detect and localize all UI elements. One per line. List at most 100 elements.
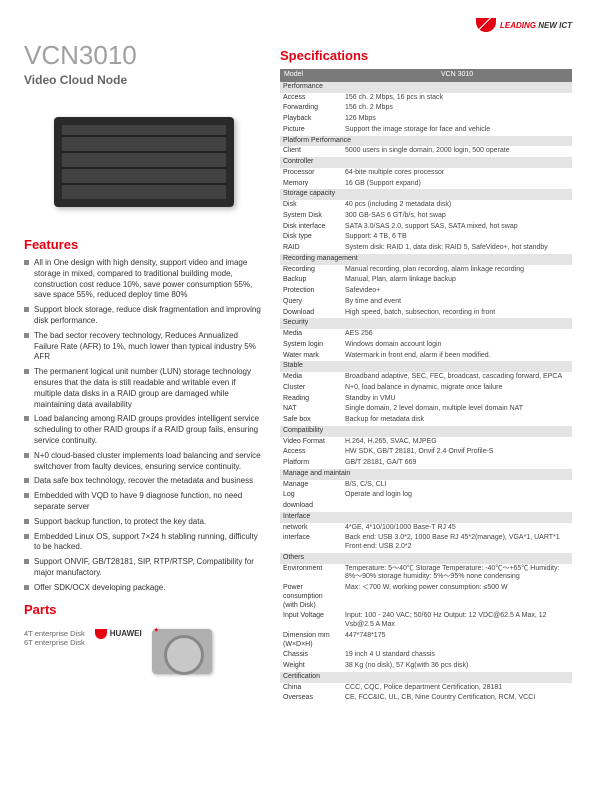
spec-section-row: Compatibility — [280, 426, 572, 437]
spec-key: Chassis — [280, 650, 342, 661]
spec-value: 156 ch. 2 Mbps, 16 pcs in stack — [342, 93, 572, 104]
spec-row: Access156 ch. 2 Mbps, 16 pcs in stack — [280, 93, 572, 104]
spec-value: SATA 3.0/SAS 2.0, support SAS, SATA mixe… — [342, 222, 572, 233]
spec-row: PictureSupport the image storage for fac… — [280, 125, 572, 136]
spec-row: Memory16 GB (Support expand) — [280, 179, 572, 190]
spec-header-value: VCN 3010 — [342, 69, 572, 82]
spec-row: Water markWatermark in front end, alarm … — [280, 351, 572, 362]
spec-value: Support the image storage for face and v… — [342, 125, 572, 136]
spec-key: Log — [280, 490, 342, 501]
spec-value: Manual recording, plan recording, alarm … — [342, 265, 572, 276]
spec-value: 447*748*175 — [342, 631, 572, 651]
spec-key: Forwarding — [280, 103, 342, 114]
spec-value: Standby in VMU — [342, 394, 572, 405]
parts-disk1: 4T enterprise Disk — [24, 629, 85, 639]
spec-value: Temperature: 5～40℃ Storage Temperature: … — [342, 564, 572, 584]
product-image — [54, 117, 234, 207]
spec-key: Overseas — [280, 693, 342, 704]
spec-value: Single domain, 2 level domain, multiple … — [342, 404, 572, 415]
spec-value: AES 256 — [342, 329, 572, 340]
spec-key: Playback — [280, 114, 342, 125]
spec-row: System loginWindows domain account login — [280, 340, 572, 351]
spec-row: MediaAES 256 — [280, 329, 572, 340]
spec-row: Disk interfaceSATA 3.0/SAS 2.0, support … — [280, 222, 572, 233]
spec-value: Max: ＜700 W, working power consumption: … — [342, 583, 572, 611]
spec-value: GB/T 28181, GA/T 669 — [342, 458, 572, 469]
spec-key: Disk interface — [280, 222, 342, 233]
right-column: Specifications Model VCN 3010 Performanc… — [280, 40, 572, 704]
spec-value: H.264, H.265, SVAC, MJPEG — [342, 437, 572, 448]
features-heading: Features — [24, 237, 264, 252]
huawei-petal-icon — [95, 629, 107, 639]
feature-item: Embedded with VQD to have 9 diagnose fun… — [24, 491, 264, 513]
spec-row: ClusterN+0, load balance in dynamic, mig… — [280, 383, 572, 394]
spec-key: Manage — [280, 480, 342, 491]
spec-value: 40 pcs (including 2 metadata disk) — [342, 200, 572, 211]
spec-key: network — [280, 523, 342, 534]
spec-section-row: Stable — [280, 361, 572, 372]
spec-row: Processor64-bite multiple cores processo… — [280, 168, 572, 179]
spec-section-row: Others — [280, 553, 572, 564]
spec-row: Safe boxBackup for metadata disk — [280, 415, 572, 426]
spec-value: CCC, CQC, Police department Certificatio… — [342, 683, 572, 694]
spec-row: Client5000 users in single domain, 2000 … — [280, 146, 572, 157]
spec-key: Picture — [280, 125, 342, 136]
spec-row: EnvironmentTemperature: 5～40℃ Storage Te… — [280, 564, 572, 584]
spec-row: ChinaCCC, CQC, Police department Certifi… — [280, 683, 572, 694]
spec-row: AccessHW SDK, GB/T 28181, Onvif 2.4 Onvi… — [280, 447, 572, 458]
spec-row: BackupManual, Plan, alarm linkage backup — [280, 275, 572, 286]
spec-row: NATSingle domain, 2 level domain, multip… — [280, 404, 572, 415]
spec-key: Query — [280, 297, 342, 308]
spec-key: Memory — [280, 179, 342, 190]
spec-key: interface — [280, 533, 342, 553]
spec-section-label: Security — [280, 318, 572, 329]
spec-body: PerformanceAccess156 ch. 2 Mbps, 16 pcs … — [280, 82, 572, 704]
spec-value: 5000 users in single domain, 2000 login,… — [342, 146, 572, 157]
feature-item: Load balancing among RAID groups provide… — [24, 414, 264, 446]
spec-key: Platform — [280, 458, 342, 469]
spec-row: download — [280, 501, 572, 512]
main-columns: VCN3010 Video Cloud Node Features All in… — [24, 40, 572, 704]
parts-disk2: 6T enterprise Disk — [24, 638, 85, 648]
spec-key: Protection — [280, 286, 342, 297]
spec-section-label: Interface — [280, 512, 572, 523]
spec-key: Disk type — [280, 232, 342, 243]
spec-key: download — [280, 501, 342, 512]
huawei-logo-icon — [476, 18, 496, 32]
left-column: VCN3010 Video Cloud Node Features All in… — [24, 40, 264, 704]
product-title: VCN3010 — [24, 40, 264, 71]
spec-section-row: Security — [280, 318, 572, 329]
hdd-label-icon: ✦ — [154, 627, 159, 634]
server-chassis-icon — [54, 117, 234, 207]
spec-key: System Disk — [280, 211, 342, 222]
feature-item: The bad sector recovery technology, Redu… — [24, 331, 264, 363]
spec-row: Input VoltageInput: 100 - 240 VAC; 50/60… — [280, 611, 572, 631]
spec-key: Weight — [280, 661, 342, 672]
spec-row: RAIDSystem disk: RAID 1, data disk: RAID… — [280, 243, 572, 254]
spec-key: Video Format — [280, 437, 342, 448]
spec-value: 16 GB (Support expand) — [342, 179, 572, 190]
spec-row: QueryBy time and event — [280, 297, 572, 308]
spec-value: Windows domain account login — [342, 340, 572, 351]
spec-row: OverseasCE, FCC&IC, UL, CB, Nine Country… — [280, 693, 572, 704]
spec-row: Playback126 Mbps — [280, 114, 572, 125]
feature-item: Embedded Linux OS, support 7×24 h stabli… — [24, 532, 264, 554]
spec-row: Forwarding156 ch. 2 Mbps — [280, 103, 572, 114]
spec-section-row: Controller — [280, 157, 572, 168]
spec-key: Reading — [280, 394, 342, 405]
spec-row: Power consumption (with Disk)Max: ＜700 W… — [280, 583, 572, 611]
spec-section-label: Certification — [280, 672, 572, 683]
brand-tagline: LEADING NEW ICT — [500, 21, 572, 30]
top-brand-bar: LEADING NEW ICT — [24, 18, 572, 32]
spec-section-row: Platform Performance — [280, 136, 572, 147]
spec-section-label: Platform Performance — [280, 136, 572, 147]
spec-key: Input Voltage — [280, 611, 342, 631]
spec-key: System login — [280, 340, 342, 351]
spec-section-row: Performance — [280, 82, 572, 93]
spec-row: DownloadHigh speed, batch, subsection, r… — [280, 308, 572, 319]
spec-key: Access — [280, 93, 342, 104]
spec-key: Environment — [280, 564, 342, 584]
spec-value: 126 Mbps — [342, 114, 572, 125]
parts-row: 4T enterprise Disk 6T enterprise Disk HU… — [24, 629, 264, 674]
spec-key: RAID — [280, 243, 342, 254]
